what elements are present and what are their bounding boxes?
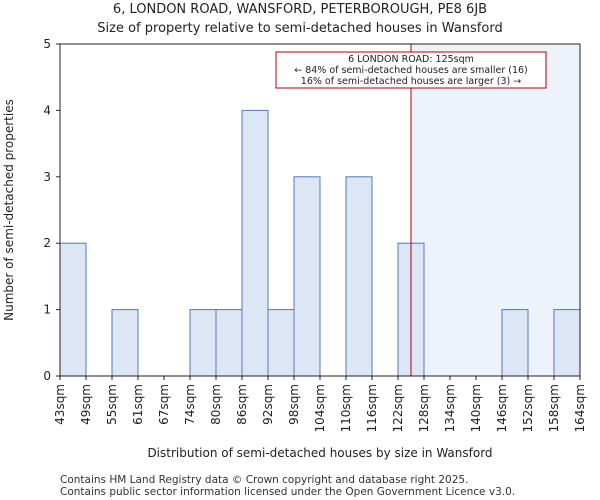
x-tick-label: 128sqm xyxy=(417,384,431,432)
x-tick-label: 104sqm xyxy=(313,384,327,432)
histogram-bar xyxy=(111,309,139,377)
footer-copyright: Contains HM Land Registry data © Crown c… xyxy=(60,474,469,486)
annotation-line-3: 16% of semi-detached houses are larger (… xyxy=(301,76,521,87)
x-tick-label: 43sqm xyxy=(53,384,67,425)
annotation-line-2: ← 84% of semi-detached houses are smalle… xyxy=(294,65,528,76)
histogram-bar xyxy=(293,176,321,377)
y-tick-label: 5 xyxy=(43,37,51,51)
footer-licence: Contains public sector information licen… xyxy=(60,486,516,498)
x-tick-label: 98sqm xyxy=(287,384,301,425)
x-tick-label: 55sqm xyxy=(105,384,119,425)
x-tick-label: 134sqm xyxy=(443,384,457,432)
x-tick-label: 158sqm xyxy=(547,384,561,432)
x-tick-label: 80sqm xyxy=(209,384,223,425)
y-tick-label: 4 xyxy=(43,103,51,117)
x-tick-label: 49sqm xyxy=(79,384,93,425)
x-axis-label: Distribution of semi-detached houses by … xyxy=(147,446,492,460)
property-annotation-box: 6 LONDON ROAD: 125sqm ← 84% of semi-deta… xyxy=(275,51,547,89)
histogram-bar xyxy=(189,309,217,377)
x-tick-label: 74sqm xyxy=(183,384,197,425)
x-tick-label: 140sqm xyxy=(469,384,483,432)
annotation-line-1: 6 LONDON ROAD: 125sqm xyxy=(348,54,474,65)
y-tick-label: 3 xyxy=(43,170,51,184)
x-tick-label: 110sqm xyxy=(339,384,353,432)
x-tick-label: 92sqm xyxy=(261,384,275,425)
histogram-bar xyxy=(241,109,269,377)
histogram-bar xyxy=(215,309,243,377)
chart-subtitle: Size of property relative to semi-detach… xyxy=(97,21,503,36)
histogram-bar xyxy=(553,309,581,377)
y-tick-label: 0 xyxy=(43,369,51,383)
x-tick-label: 152sqm xyxy=(521,384,535,432)
x-tick-label: 164sqm xyxy=(573,384,587,432)
histogram-bar xyxy=(501,309,529,377)
histogram-bar xyxy=(59,242,87,377)
y-axis-label: Number of semi-detached properties xyxy=(2,99,16,321)
x-tick-label: 61sqm xyxy=(131,384,145,425)
x-tick-label: 67sqm xyxy=(157,384,171,425)
x-tick-label: 116sqm xyxy=(365,384,379,432)
histogram-bar xyxy=(345,176,373,377)
x-tick-label: 146sqm xyxy=(495,384,509,432)
y-tick-label: 2 xyxy=(43,236,51,250)
x-tick-label: 86sqm xyxy=(235,384,249,425)
y-tick-label: 1 xyxy=(43,303,51,317)
x-tick-label: 122sqm xyxy=(391,384,405,432)
chart-title: 6, LONDON ROAD, WANSFORD, PETERBOROUGH, … xyxy=(112,2,488,17)
histogram-bar xyxy=(267,309,295,377)
larger-region-shade xyxy=(411,44,580,376)
